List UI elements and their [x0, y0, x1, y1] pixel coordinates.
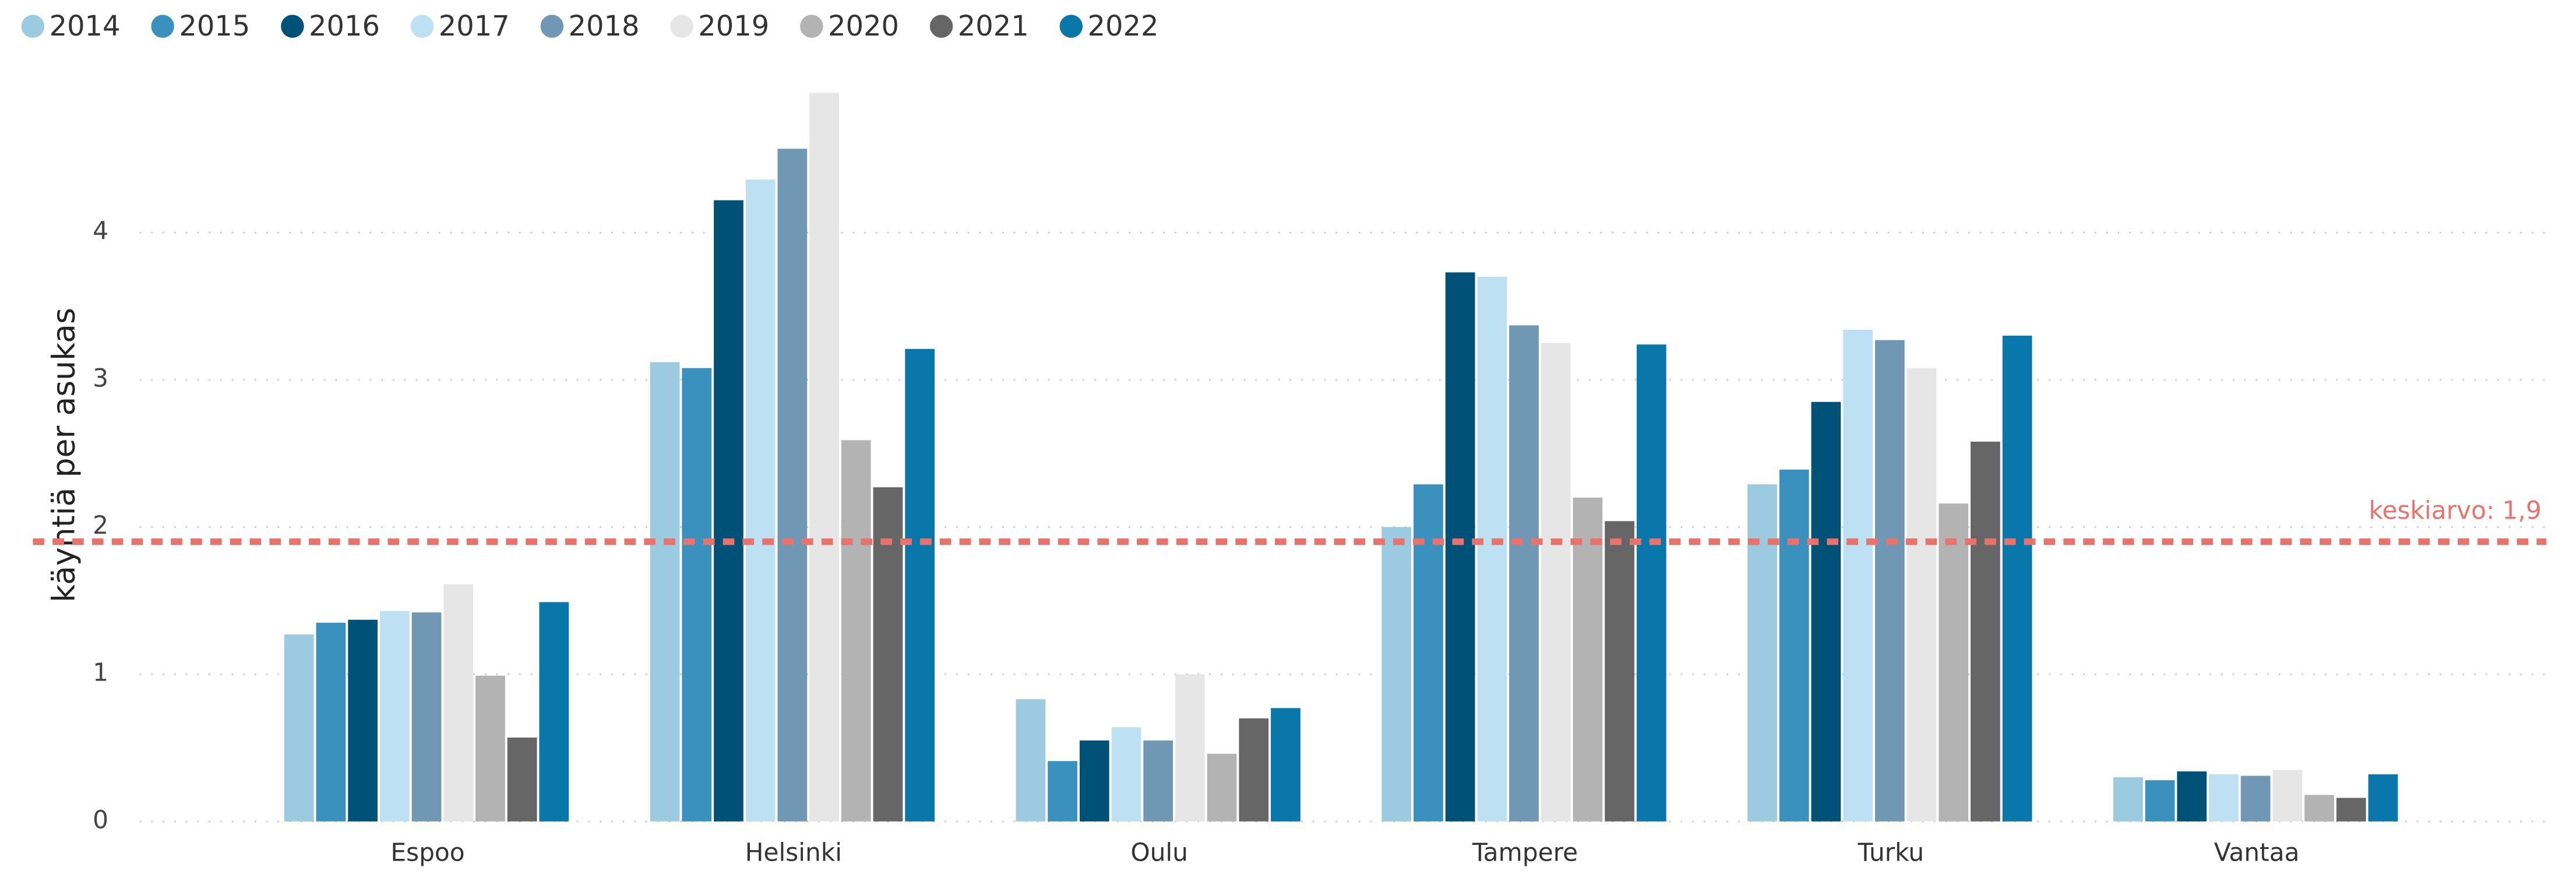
- y-tick-label: 1: [93, 658, 108, 687]
- bar: [1573, 497, 1603, 822]
- legend-label: 2015: [179, 10, 250, 43]
- legend-swatch: [1059, 15, 1083, 38]
- bar: [1874, 340, 1905, 822]
- bar: [745, 179, 776, 822]
- bar: [539, 602, 569, 822]
- bar: [2002, 336, 2032, 822]
- x-tick-label: Helsinki: [745, 838, 842, 867]
- bar: [1048, 761, 1077, 822]
- bar: [1175, 674, 1205, 822]
- bar: [1477, 277, 1507, 822]
- legend-swatch: [800, 15, 823, 38]
- bar: [379, 611, 410, 822]
- x-tick-label: Turku: [1857, 838, 1924, 867]
- y-axis-label: käyntiä per asukas: [45, 308, 82, 602]
- bar: [1811, 401, 1841, 822]
- bar: [1079, 740, 1109, 822]
- legend-swatch: [21, 15, 45, 38]
- legend-label: 2020: [828, 10, 899, 43]
- bar: [1605, 521, 1634, 822]
- legend-swatch: [670, 15, 693, 38]
- y-tick-label: 3: [93, 364, 108, 392]
- x-tick-label: Tampere: [1472, 838, 1578, 867]
- legend-swatch: [929, 15, 953, 38]
- bar: [2209, 774, 2239, 822]
- legend-label: 2018: [569, 10, 640, 43]
- bar: [1271, 708, 1301, 822]
- bar: [1907, 368, 1937, 822]
- y-tick-label: 4: [93, 217, 108, 245]
- bar: [1971, 441, 2000, 822]
- legend-swatch: [540, 15, 564, 38]
- bar: [2368, 774, 2398, 822]
- bar: [873, 487, 903, 822]
- bar: [2304, 795, 2334, 822]
- bar: [1207, 753, 1237, 822]
- x-tick-label: Vantaa: [2214, 838, 2300, 867]
- bar: [1541, 343, 1571, 822]
- y-tick-label: 2: [93, 511, 108, 540]
- bar: [905, 348, 935, 822]
- bar: [411, 612, 442, 822]
- bar: [1143, 740, 1174, 822]
- bar: [1382, 527, 1412, 822]
- legend-label: 2021: [958, 10, 1029, 43]
- bar: [348, 619, 378, 822]
- bar: [682, 368, 712, 822]
- bar: [2336, 798, 2366, 822]
- legend-swatch: [151, 15, 174, 38]
- x-tick-label: Espoo: [390, 838, 464, 867]
- bar: [2272, 770, 2303, 822]
- bar: [650, 362, 680, 822]
- bar: [1016, 699, 1046, 822]
- bar: [777, 149, 808, 822]
- bar: [1111, 727, 1141, 822]
- bar: [1445, 272, 1475, 822]
- x-tick-label: Oulu: [1130, 838, 1188, 867]
- bar: [1779, 469, 1809, 822]
- bar: [1939, 503, 1969, 822]
- bar: [284, 634, 314, 822]
- legend-swatch: [281, 15, 304, 38]
- legend-label: 2022: [1088, 10, 1159, 43]
- bar: [2177, 771, 2207, 822]
- bar: [1509, 325, 1539, 822]
- bar: [714, 200, 743, 822]
- bar: [2145, 780, 2175, 822]
- bar: [507, 737, 537, 822]
- bar: [2240, 776, 2271, 822]
- bar: [1843, 329, 1873, 822]
- bar: [2113, 777, 2143, 822]
- legend-swatch: [410, 15, 434, 38]
- reference-label: keskiarvo: 1,9: [2369, 496, 2541, 525]
- legend-label: 2019: [698, 10, 769, 43]
- bar: [1239, 718, 1269, 822]
- legend-label: 2014: [50, 10, 121, 43]
- bar: [475, 675, 505, 822]
- bar: [1747, 484, 1777, 822]
- bar: [316, 622, 346, 822]
- legend-label: 2017: [439, 10, 510, 43]
- bar: [841, 440, 871, 822]
- bar: [1636, 344, 1666, 822]
- legend-label: 2016: [309, 10, 380, 43]
- y-tick-label: 0: [93, 805, 108, 834]
- bar: [1414, 484, 1443, 822]
- bar: [809, 93, 839, 822]
- bar: [443, 584, 474, 822]
